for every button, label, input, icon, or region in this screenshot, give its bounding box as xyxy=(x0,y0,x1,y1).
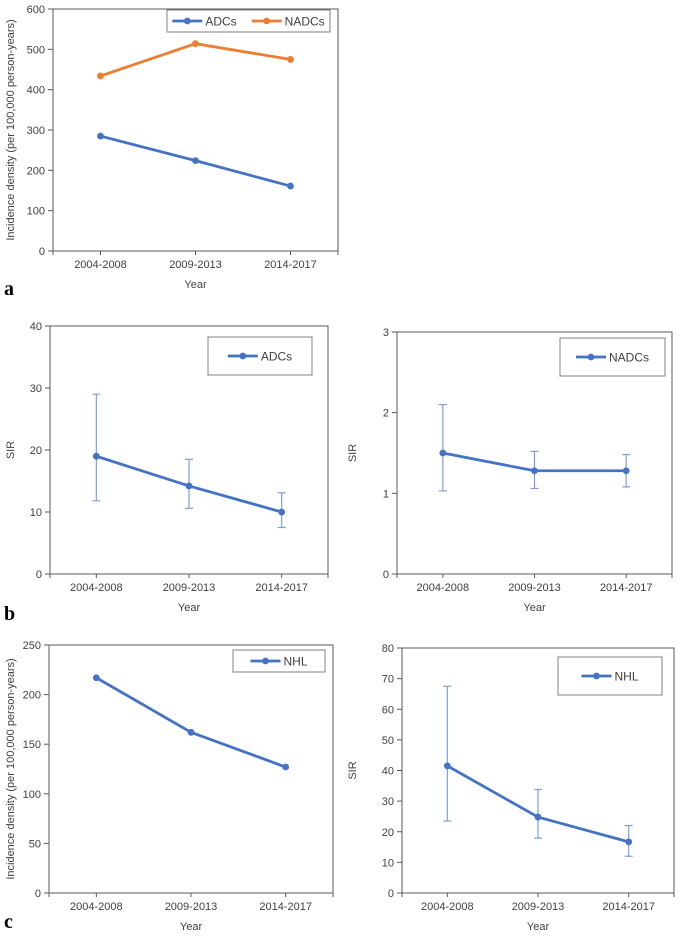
svg-text:250: 250 xyxy=(23,640,41,652)
x-axis: 2004-2008 2009-2013 2014-2017 Year xyxy=(396,574,673,614)
svg-text:100: 100 xyxy=(27,206,45,218)
svg-text:50: 50 xyxy=(29,838,41,850)
svg-text:2014-2017: 2014-2017 xyxy=(259,901,312,913)
svg-text:200: 200 xyxy=(27,165,45,177)
panel-label-a: a xyxy=(4,278,14,300)
svg-text:0: 0 xyxy=(388,888,394,900)
svg-text:0: 0 xyxy=(36,569,42,581)
svg-text:2: 2 xyxy=(383,408,389,420)
series-NHL xyxy=(92,674,290,771)
y-axis: 0 10 20 30 40 SIR xyxy=(5,321,50,581)
svg-text:500: 500 xyxy=(27,44,45,56)
chart-panel-c-sir-nhl: 0 10 20 30 40 50 60 70 80 SIR 2004-2008 2009-2013 20… xyxy=(342,632,685,939)
svg-text:150: 150 xyxy=(23,739,41,751)
svg-text:50: 50 xyxy=(382,735,394,747)
svg-text:ADCs: ADCs xyxy=(205,15,236,29)
x-axis: 2004-2008 2009-2013 2014-2017 Year xyxy=(52,251,339,291)
svg-text:10: 10 xyxy=(30,507,42,519)
svg-text:NHL: NHL xyxy=(283,655,307,669)
svg-text:100: 100 xyxy=(23,789,41,801)
y-axis: 0 1 2 3 SIR xyxy=(347,327,397,581)
svg-text:80: 80 xyxy=(382,643,394,655)
panel-label-b: b xyxy=(4,603,16,625)
svg-text:ADCs: ADCs xyxy=(261,350,292,364)
x-axis: 2004-2008 2009-2013 2014-2017 Year xyxy=(401,893,675,933)
svg-text:NADCs: NADCs xyxy=(285,15,325,29)
series-NHL xyxy=(443,685,633,857)
svg-text:SIR: SIR xyxy=(347,444,359,462)
svg-text:20: 20 xyxy=(30,445,42,457)
svg-text:600: 600 xyxy=(27,4,45,16)
svg-text:400: 400 xyxy=(27,85,45,97)
svg-text:2014-2017: 2014-2017 xyxy=(264,259,317,271)
svg-text:2014-2017: 2014-2017 xyxy=(600,582,653,594)
svg-text:NADCs: NADCs xyxy=(609,351,649,365)
svg-text:2009-2013: 2009-2013 xyxy=(508,582,561,594)
svg-text:200: 200 xyxy=(23,690,41,702)
legend: ADCs NADCs xyxy=(166,9,331,33)
series-NADCs xyxy=(438,403,631,492)
line-chart-svg-panel-b-sir-nadcs: 0 1 2 3 SIR 2004-2008 2009-2013 2014-2017 Year NA… xyxy=(347,327,673,614)
x-axis: 2004-2008 2009-2013 2014-2017 Year xyxy=(48,893,334,933)
legend: ADCs xyxy=(207,336,313,376)
svg-text:2004-2008: 2004-2008 xyxy=(70,582,123,594)
svg-text:Year: Year xyxy=(178,602,201,614)
line-chart-svg-panel-b-sir-adcs: 0 10 20 30 40 SIR 2004-2008 2009-2013 2014-2017 Y… xyxy=(5,321,329,614)
svg-text:10: 10 xyxy=(382,857,394,869)
y-axis: 0 50 100 150 200 250 Incidence density (per 10… xyxy=(5,640,49,900)
svg-text:20: 20 xyxy=(382,827,394,839)
svg-text:Incidence density (per 100,000: Incidence density (per 100,000 person-ye… xyxy=(5,658,17,879)
svg-text:0: 0 xyxy=(383,569,389,581)
svg-text:1: 1 xyxy=(383,488,389,500)
series-ADCs xyxy=(92,393,286,529)
svg-text:SIR: SIR xyxy=(347,761,359,779)
svg-text:60: 60 xyxy=(382,704,394,716)
svg-text:Year: Year xyxy=(527,921,550,933)
series-ADCs xyxy=(97,132,294,190)
legend: NHL xyxy=(232,649,326,673)
svg-text:2009-2013: 2009-2013 xyxy=(165,901,218,913)
chart-panel-b-sir-adcs: 0 10 20 30 40 SIR 2004-2008 2009-2013 2014-2017 Y… xyxy=(0,312,343,626)
svg-text:70: 70 xyxy=(382,674,394,686)
svg-text:2014-2017: 2014-2017 xyxy=(255,582,308,594)
svg-text:NHL: NHL xyxy=(614,670,638,684)
svg-text:0: 0 xyxy=(39,246,45,258)
svg-text:30: 30 xyxy=(30,383,42,395)
svg-text:SIR: SIR xyxy=(5,441,17,459)
chart-panel-b-sir-nadcs: 0 1 2 3 SIR 2004-2008 2009-2013 2014-2017 Year NA… xyxy=(342,312,685,626)
y-axis: 0 10 20 30 40 50 60 70 80 SIR xyxy=(347,643,402,900)
svg-text:300: 300 xyxy=(27,125,45,137)
svg-text:2004-2008: 2004-2008 xyxy=(417,582,470,594)
svg-text:3: 3 xyxy=(383,327,389,339)
chart-panel-c-incidence-density-nhl: 0 50 100 150 200 250 Incidence density (per 10… xyxy=(0,632,343,939)
svg-text:2014-2017: 2014-2017 xyxy=(602,901,655,913)
svg-text:Year: Year xyxy=(180,921,203,933)
svg-text:Year: Year xyxy=(523,602,546,614)
x-axis: 2004-2008 2009-2013 2014-2017 Year xyxy=(49,574,329,614)
svg-text:40: 40 xyxy=(30,321,42,333)
plot-border xyxy=(48,644,334,894)
line-chart-svg-panel-a-incidence-density-adcs-nadcs: 0 100 200 300 400 500 600 Incidence density (pe… xyxy=(5,4,339,291)
svg-text:Incidence density (per 100,000: Incidence density (per 100,000 person-ye… xyxy=(5,19,17,240)
svg-text:2009-2013: 2009-2013 xyxy=(169,259,222,271)
series-NADCs xyxy=(97,40,294,80)
svg-text:2004-2008: 2004-2008 xyxy=(421,901,474,913)
svg-text:2009-2013: 2009-2013 xyxy=(512,901,565,913)
svg-text:2004-2008: 2004-2008 xyxy=(70,901,123,913)
legend: NADCs xyxy=(559,337,666,377)
svg-text:40: 40 xyxy=(382,766,394,778)
svg-text:2004-2008: 2004-2008 xyxy=(74,259,127,271)
svg-text:0: 0 xyxy=(35,888,41,900)
line-chart-svg-panel-c-incidence-density-nhl: 0 50 100 150 200 250 Incidence density (per 10… xyxy=(5,640,334,933)
svg-text:2009-2013: 2009-2013 xyxy=(163,582,216,594)
svg-text:Year: Year xyxy=(184,279,207,291)
chart-panel-a-incidence-density: 0 100 200 300 400 500 600 Incidence density (pe… xyxy=(0,0,343,300)
svg-text:30: 30 xyxy=(382,796,394,808)
panel-label-c: c xyxy=(4,911,13,933)
legend: NHL xyxy=(557,656,663,696)
y-axis: 0 100 200 300 400 500 600 Incidence density (pe… xyxy=(5,4,53,258)
